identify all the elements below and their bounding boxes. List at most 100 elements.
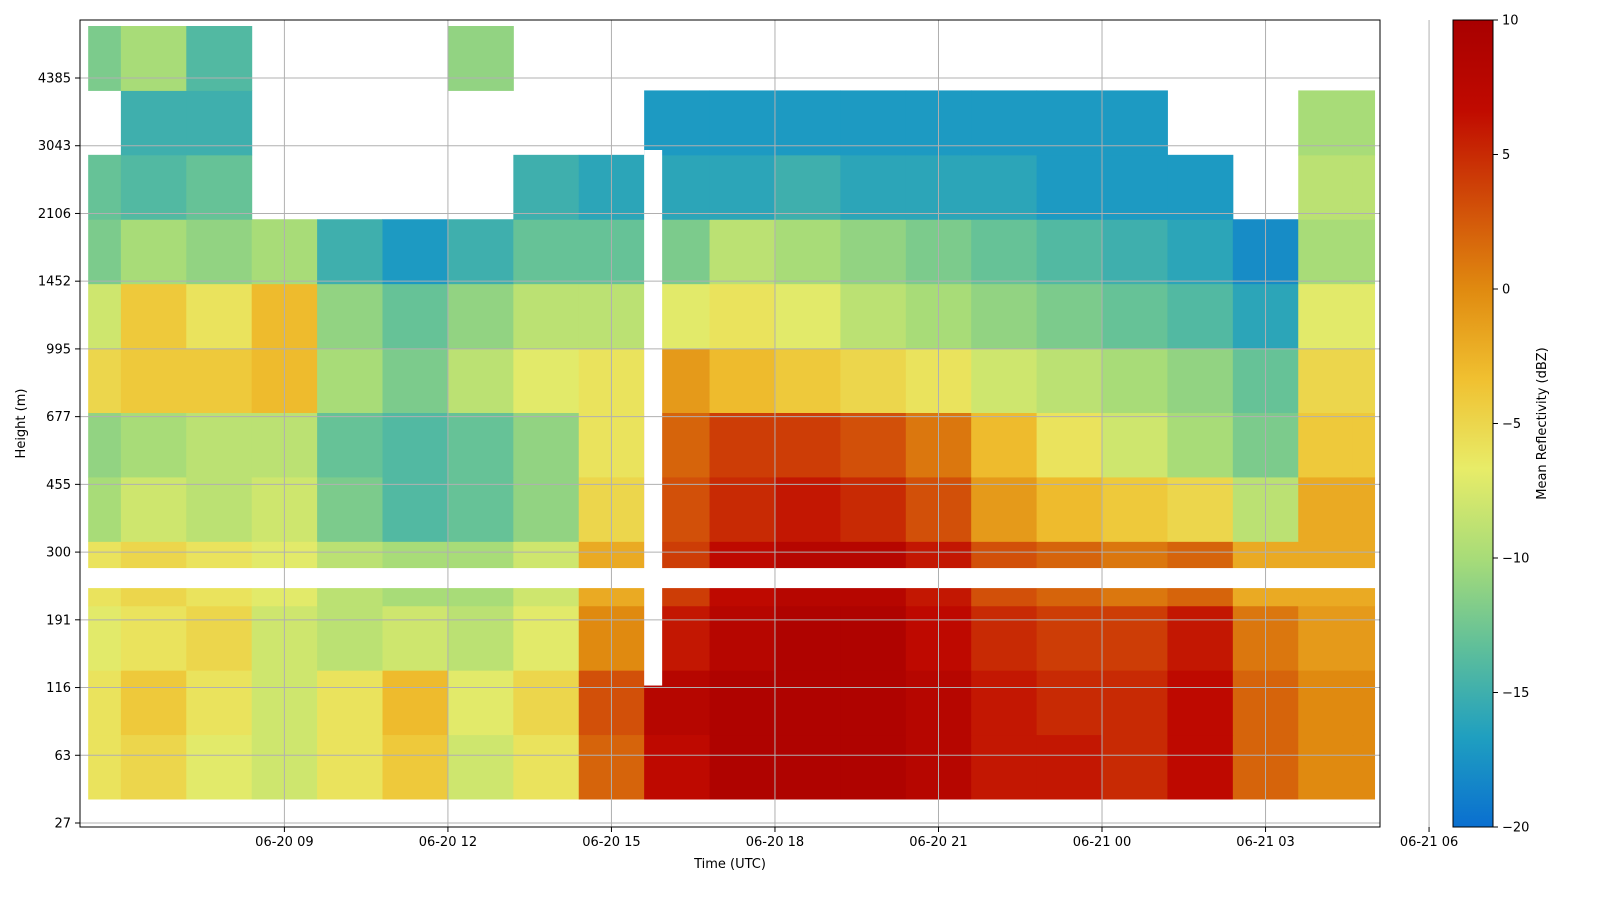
heatmap-cell [1036,605,1103,671]
heatmap-cell [840,412,907,478]
heatmap-cell [1036,734,1103,800]
heatmap-cell [513,154,580,220]
heatmap-cell [1352,670,1376,736]
x-axis-ticks: 06-20 09 06-20 12 06-20 15 06-20 18 06-20 21… [255,827,1458,850]
x-axis-label: Time (UTC) [693,857,766,872]
heatmap-cell [88,283,122,349]
heatmap-cell [1036,476,1103,542]
heatmap-cell [774,283,841,349]
heatmap-cell [513,412,580,478]
y-tick-label: 2106 [38,207,71,222]
heatmap-cell [840,605,907,671]
colorbar-label: Mean Reflectivity (dBZ) [1535,347,1550,500]
colorbar-tick-label: 5 [1502,148,1510,163]
x-tick-label: 06-20 12 [419,835,477,850]
heatmap-cell [382,734,449,800]
heatmap-cell [774,670,841,736]
colorbar-tick-label: 0 [1502,283,1510,298]
heatmap-cell [971,412,1038,478]
y-tick-label: 1452 [38,275,71,290]
x-tick-label: 06-20 15 [582,835,640,850]
x-tick-label: 06-21 00 [1073,835,1131,850]
heatmap-cell [1167,348,1234,413]
heatmap-cell [1298,734,1354,800]
heatmap-cell [317,670,384,736]
heatmap-cell [382,605,449,671]
heatmap-cell [1102,219,1168,285]
heatmap-cell [1102,476,1168,542]
heatmap-cell [382,476,449,542]
heatmap-cell [1102,90,1168,156]
heatmap-cell [447,412,514,478]
heatmap-cell [317,605,384,671]
heatmap-cell [971,348,1038,413]
heatmap-cell [120,348,187,413]
heatmap-cell [1102,283,1168,349]
heatmap-cell [1102,412,1168,478]
heatmap-cell [1167,605,1234,671]
heatmap-cell [1352,734,1376,800]
heatmap-cell [1298,90,1354,156]
heatmap-cell [513,219,580,285]
y-tick-label: 191 [46,613,71,628]
heatmap-cell [186,476,253,542]
heatmap-cell [88,154,122,220]
grid-lines [80,20,1430,827]
heatmap-cell [513,605,580,671]
heatmap-cell [447,670,514,736]
x-tick-label: 06-21 03 [1236,835,1294,850]
heatmap-cell [88,476,122,542]
heatmap-cell [447,26,514,91]
heatmap-cell [840,219,907,285]
heatmap-cell [447,605,514,671]
x-tick-label: 06-20 21 [909,835,967,850]
heatmap-cell [840,90,907,156]
y-tick-label: 300 [46,546,71,561]
heatmap-cell [644,90,711,156]
heatmap-cell [186,412,253,478]
heatmap-cell [382,412,449,478]
colorbar-tick-label: −15 [1502,686,1529,701]
heatmap-cell [120,219,187,285]
y-tick-label: 4385 [38,72,71,87]
heatmap-cell [186,154,253,220]
heatmap-cell [120,476,187,542]
heatmap-cell [840,734,907,800]
heatmap-cell [186,219,253,285]
heatmap-cell [317,283,384,349]
heatmap-cell [971,670,1038,736]
heatmap-cell [1298,283,1354,349]
heatmap-cell [1036,219,1103,285]
heatmap-cell [1167,412,1234,478]
heatmap-cell [709,348,776,413]
heatmap-cell [120,605,187,671]
heatmap-cell [513,670,580,736]
heatmap-cell [644,734,711,800]
heatmap-cell [120,26,187,91]
heatmap-cell [186,670,253,736]
heatmap-cell [1352,90,1376,156]
heatmap-cell [709,90,776,156]
heatmap-cell [774,90,841,156]
heatmap-cell [709,605,776,671]
heatmap-cell [447,476,514,542]
heatmap-cell [1298,412,1354,478]
y-tick-label: 455 [46,478,71,493]
heatmap-cell [709,412,776,478]
colorbar [1452,19,1494,828]
heatmap-cell [1352,476,1376,542]
heatmap-cell [513,283,580,349]
heatmap-cell [971,283,1038,349]
heatmap-cell [709,734,776,800]
x-tick-label: 06-20 18 [746,835,804,850]
heatmap-cell [88,348,122,413]
y-tick-label: 63 [54,749,71,764]
heatmap-cell [1036,154,1103,220]
heatmap-cell [317,348,384,413]
x-tick-label: 06-20 09 [255,835,313,850]
y-tick-label: 116 [46,681,71,696]
heatmap-cell [1167,734,1234,800]
heatmap-cell [1036,283,1103,349]
heatmap-cell [971,90,1038,156]
heatmap-cell [1298,605,1354,671]
